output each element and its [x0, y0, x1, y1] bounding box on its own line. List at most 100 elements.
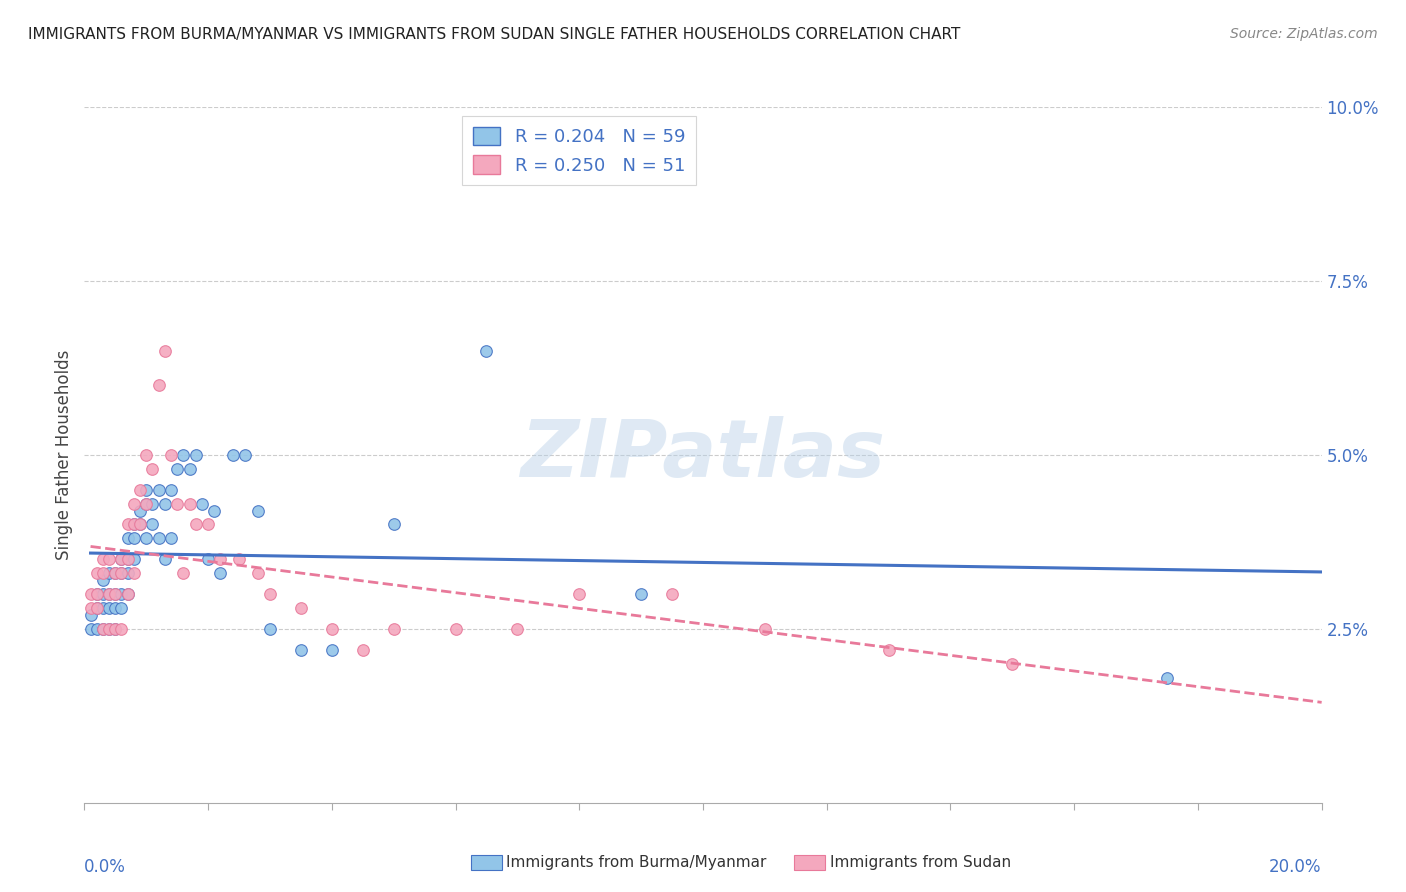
Point [1001, 657, 1024, 671]
Point [141, 517, 163, 532]
Point [568, 587, 591, 601]
Point [172, 566, 194, 581]
Point [259, 622, 281, 636]
Text: Immigrants from Burma/Myanmar: Immigrants from Burma/Myanmar [506, 855, 766, 870]
Point [209, 566, 232, 581]
Point [129, 483, 152, 497]
Point [179, 462, 201, 476]
Point [148, 532, 170, 546]
Point [160, 532, 183, 546]
Point [135, 448, 157, 462]
Point [382, 517, 405, 532]
Text: 20.0%: 20.0% [1270, 858, 1322, 877]
Point [141, 497, 163, 511]
Point [110, 566, 132, 581]
Point [129, 503, 152, 517]
Point [79, 622, 101, 636]
Text: ZIPatlas: ZIPatlas [520, 416, 886, 494]
Point [135, 497, 157, 511]
Point [110, 622, 132, 636]
Point [135, 532, 157, 546]
Point [98, 587, 121, 601]
Point [104, 566, 127, 581]
Point [246, 566, 269, 581]
Point [79, 601, 101, 615]
Point [117, 587, 139, 601]
Point [104, 622, 127, 636]
Point [98, 601, 121, 615]
Point [197, 552, 219, 566]
Point [246, 503, 269, 517]
Point [91, 601, 114, 615]
Point [110, 552, 132, 566]
Point [444, 622, 467, 636]
Point [110, 601, 132, 615]
Point [382, 622, 405, 636]
Point [104, 587, 127, 601]
Text: Immigrants from Sudan: Immigrants from Sudan [830, 855, 1011, 870]
Y-axis label: Single Father Households: Single Father Households [55, 350, 73, 560]
Point [135, 497, 157, 511]
Point [122, 532, 145, 546]
Point [148, 483, 170, 497]
Point [160, 448, 183, 462]
Point [122, 517, 145, 532]
Point [321, 642, 343, 657]
Point [153, 497, 176, 511]
Point [475, 343, 498, 358]
Point [117, 552, 139, 566]
Point [191, 497, 214, 511]
Point [129, 517, 152, 532]
Point [86, 622, 108, 636]
Point [197, 517, 219, 532]
Point [104, 601, 127, 615]
Text: Source: ZipAtlas.com: Source: ZipAtlas.com [1230, 27, 1378, 41]
Text: IMMIGRANTS FROM BURMA/MYANMAR VS IMMIGRANTS FROM SUDAN SINGLE FATHER HOUSEHOLDS : IMMIGRANTS FROM BURMA/MYANMAR VS IMMIGRA… [28, 27, 960, 42]
Point [135, 483, 157, 497]
Point [86, 566, 108, 581]
Point [91, 622, 114, 636]
Point [754, 622, 776, 636]
Point [91, 552, 114, 566]
Point [122, 552, 145, 566]
Point [877, 642, 900, 657]
Point [98, 552, 121, 566]
Point [86, 601, 108, 615]
Point [122, 497, 145, 511]
Point [184, 517, 207, 532]
Point [129, 517, 152, 532]
Point [148, 378, 170, 392]
Point [661, 587, 683, 601]
Text: 0.0%: 0.0% [84, 858, 127, 877]
Point [321, 622, 343, 636]
Point [117, 532, 139, 546]
Point [86, 587, 108, 601]
Point [79, 607, 101, 622]
Point [172, 448, 194, 462]
Point [179, 497, 201, 511]
Point [209, 552, 232, 566]
Point [166, 497, 188, 511]
Point [184, 448, 207, 462]
Point [352, 642, 374, 657]
Point [290, 601, 312, 615]
Point [141, 462, 163, 476]
Point [290, 642, 312, 657]
Point [86, 601, 108, 615]
Point [122, 517, 145, 532]
Point [153, 552, 176, 566]
Point [117, 552, 139, 566]
Point [104, 587, 127, 601]
Point [98, 622, 121, 636]
Point [98, 622, 121, 636]
Point [98, 587, 121, 601]
Point [1156, 671, 1178, 685]
Point [110, 587, 132, 601]
Point [117, 517, 139, 532]
Point [202, 503, 225, 517]
Point [228, 552, 250, 566]
Point [166, 462, 188, 476]
Point [91, 566, 114, 581]
Point [117, 587, 139, 601]
Point [104, 566, 127, 581]
